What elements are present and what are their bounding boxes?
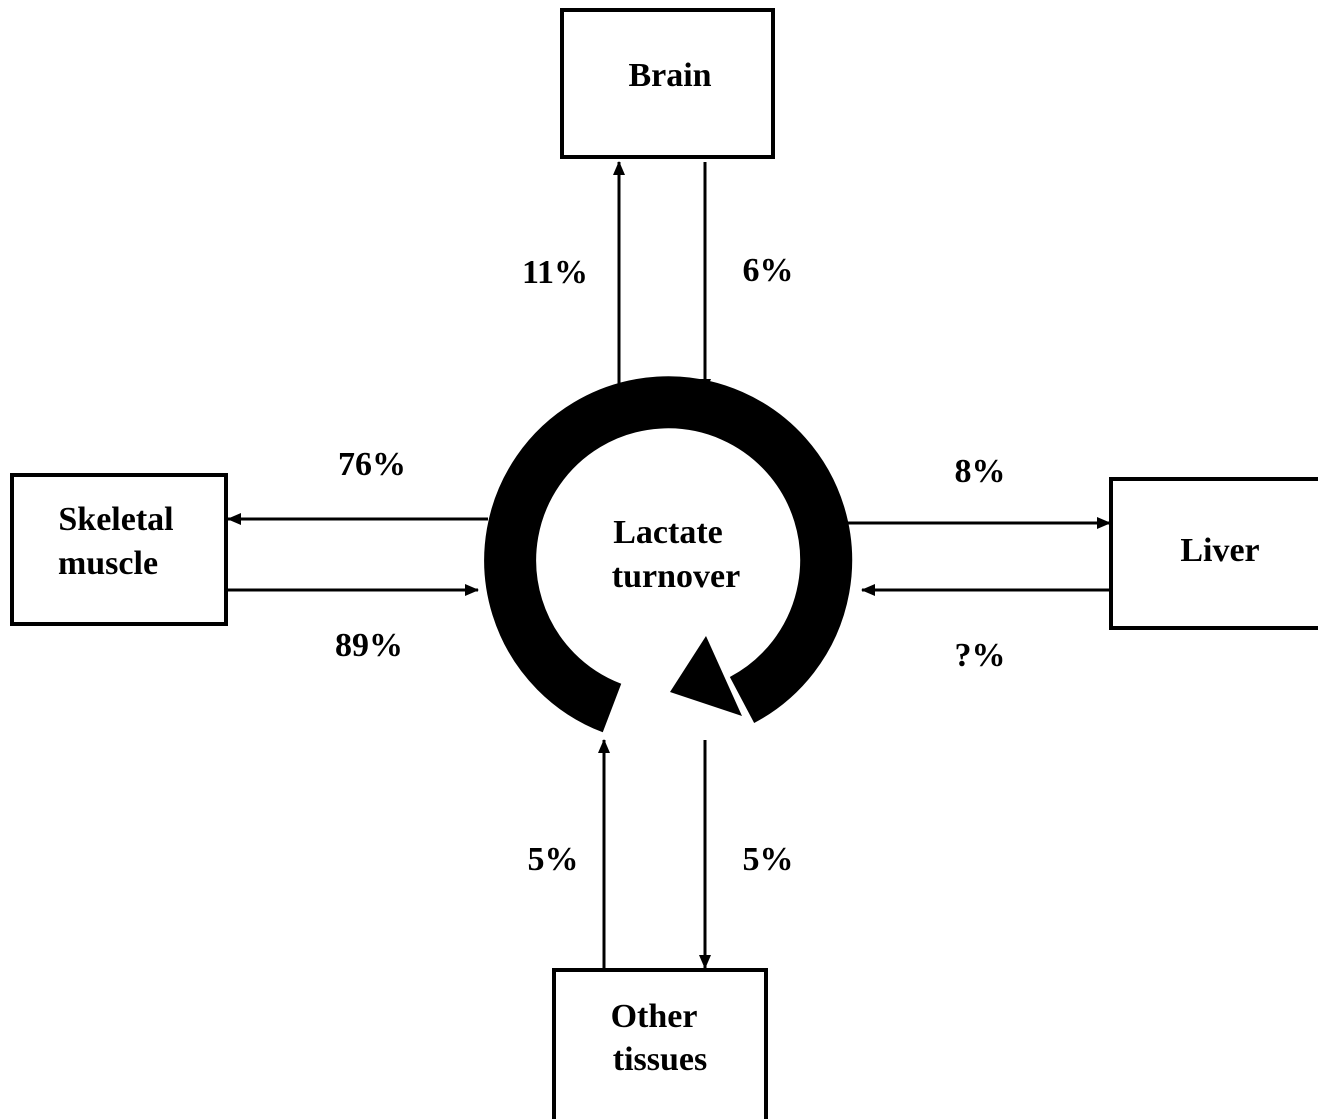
edge-label: ?% <box>955 637 1006 674</box>
node-label: Other <box>611 998 698 1035</box>
node-label: muscle <box>58 545 158 582</box>
node-label: Brain <box>628 57 711 94</box>
cycle-arrowhead <box>670 636 742 716</box>
node-label: Liver <box>1180 532 1259 569</box>
edge-label: 6% <box>743 252 794 289</box>
node-label: Skeletal <box>58 501 173 538</box>
edge-label: 8% <box>955 453 1006 490</box>
center-label: Lactate <box>613 514 723 551</box>
center-label: turnover <box>612 558 740 595</box>
other-box <box>552 968 768 1119</box>
liver-box <box>1109 477 1318 630</box>
edge-label: 5% <box>528 841 579 878</box>
edge-label: 76% <box>338 446 406 483</box>
muscle-box <box>10 473 228 626</box>
node-label: tissues <box>613 1041 707 1078</box>
edge-label: 11% <box>522 254 588 291</box>
edge-label: 5% <box>743 841 794 878</box>
cycle-arrow <box>484 376 853 733</box>
edge-label: 89% <box>335 627 403 664</box>
brain-box <box>560 8 775 159</box>
